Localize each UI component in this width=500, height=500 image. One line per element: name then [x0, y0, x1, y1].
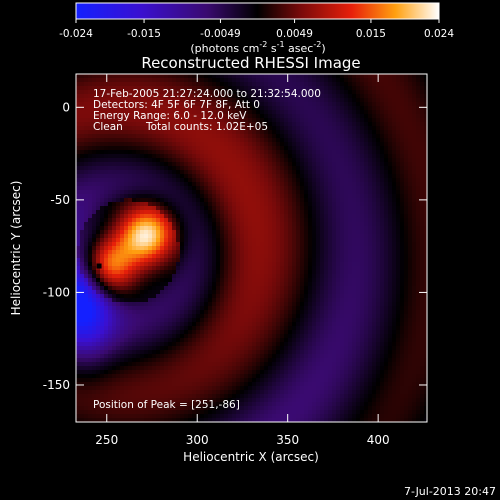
heatmap-image — [76, 74, 427, 422]
y-axis-label: Heliocentric Y (arcsec) — [9, 181, 23, 316]
colorbar-tick-label: 0.0049 — [276, 28, 313, 40]
y-tick-label: -150 — [43, 378, 70, 392]
method-label: Clean — [93, 121, 123, 133]
x-tick-label: 250 — [95, 433, 118, 447]
colorbar-units: (photons cm-2 s-1 asec-2) — [190, 40, 325, 55]
detectors-label: Detectors: 4F 5F 6F 7F 8F, Att 0 — [93, 99, 260, 111]
colorbar-tick-label: 0.024 — [424, 28, 454, 40]
y-tick-label: 0 — [62, 100, 70, 114]
x-tick-label: 400 — [367, 433, 390, 447]
colorbar — [75, 2, 440, 20]
peak-marker — [96, 263, 102, 269]
plot-frame — [75, 73, 428, 423]
y-axis-ticks: 0 -50 -100 -150 — [43, 100, 427, 392]
energy-range-label: Energy Range: 6.0 - 12.0 keV — [93, 110, 247, 122]
x-axis-label: Heliocentric X (arcsec) — [183, 450, 319, 464]
y-tick-label: -50 — [50, 193, 70, 207]
colorbar-tick-label: 0.015 — [356, 28, 386, 40]
x-tick-label: 350 — [276, 433, 299, 447]
footer-date: 7-Jul-2013 20:47 — [404, 485, 496, 498]
x-axis-ticks: 250 300 350 400 — [95, 74, 390, 447]
peak-position-label: Position of Peak = [251,-86] — [93, 399, 240, 411]
colorbar-tick-label: -0.015 — [127, 28, 161, 40]
y-tick-label: -100 — [43, 285, 70, 299]
colorbar-ticks: -0.024 -0.015 -0.0049 0.0049 0.015 0.024 — [59, 19, 454, 40]
chart-title: Reconstructed RHESSI Image — [141, 54, 360, 72]
x-tick-label: 300 — [186, 433, 209, 447]
total-counts-label: Total counts: 1.02E+05 — [145, 121, 268, 133]
colorbar-tick-label: -0.0049 — [200, 28, 241, 40]
time-range-label: 17-Feb-2005 21:27:24.000 to 21:32:54.000 — [93, 88, 321, 100]
colorbar-tick-label: -0.024 — [59, 28, 93, 40]
